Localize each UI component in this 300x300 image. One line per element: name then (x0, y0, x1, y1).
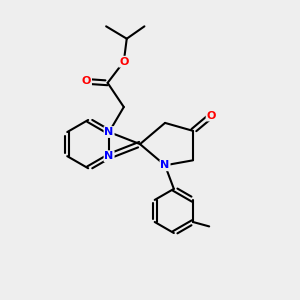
Text: O: O (119, 57, 128, 67)
Text: N: N (160, 160, 169, 170)
Text: N: N (104, 151, 114, 161)
Text: N: N (104, 127, 114, 137)
Text: O: O (82, 76, 91, 86)
Text: O: O (207, 110, 216, 121)
